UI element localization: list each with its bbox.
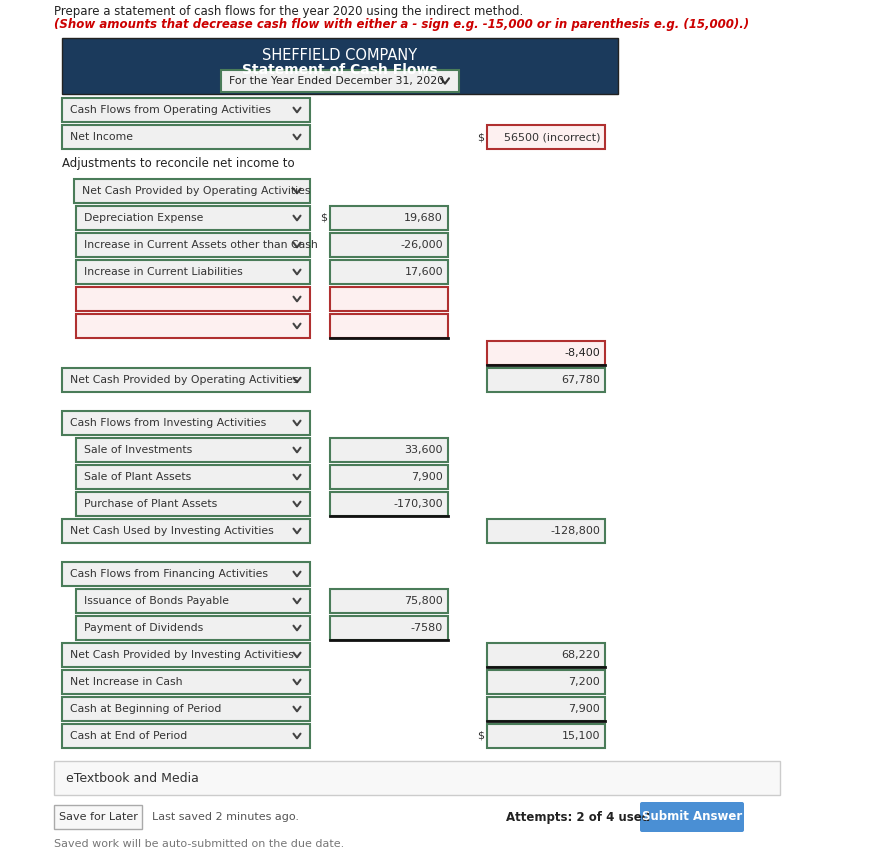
Bar <box>62 670 310 694</box>
Bar <box>487 125 605 149</box>
Bar <box>62 697 310 721</box>
Text: Net Increase in Cash: Net Increase in Cash <box>70 677 183 687</box>
Bar <box>221 70 459 92</box>
Text: Increase in Current Assets other than Cash: Increase in Current Assets other than Ca… <box>84 240 318 250</box>
Text: 19,680: 19,680 <box>404 213 443 223</box>
Bar <box>62 125 310 149</box>
Bar <box>487 670 605 694</box>
Bar <box>74 179 310 203</box>
Bar <box>330 260 448 284</box>
Bar <box>76 492 310 516</box>
Bar <box>330 287 448 311</box>
Text: Statement of Cash Flows: Statement of Cash Flows <box>242 63 438 77</box>
Bar <box>487 368 605 392</box>
Text: Saved work will be auto-submitted on the due date.: Saved work will be auto-submitted on the… <box>54 839 344 849</box>
Text: 75,800: 75,800 <box>404 596 443 606</box>
Text: 33,600: 33,600 <box>404 445 443 455</box>
Bar <box>330 314 448 338</box>
Bar <box>330 206 448 230</box>
Bar <box>62 724 310 748</box>
Bar <box>76 233 310 257</box>
Text: Cash at Beginning of Period: Cash at Beginning of Period <box>70 704 221 714</box>
Text: Cash Flows from Operating Activities: Cash Flows from Operating Activities <box>70 105 271 115</box>
FancyBboxPatch shape <box>640 802 744 832</box>
Bar <box>62 368 310 392</box>
Bar <box>330 492 448 516</box>
Bar <box>330 233 448 257</box>
Text: Net Cash Provided by Operating Activities: Net Cash Provided by Operating Activitie… <box>82 186 311 196</box>
Text: 17,600: 17,600 <box>404 267 443 277</box>
Text: Net Cash Provided by Operating Activities: Net Cash Provided by Operating Activitie… <box>70 375 298 385</box>
Bar <box>76 465 310 489</box>
Bar <box>76 314 310 338</box>
Text: For the Year Ended December 31, 2020: For the Year Ended December 31, 2020 <box>229 76 444 86</box>
Text: (Show amounts that decrease cash flow with either a - sign e.g. -15,000 or in pa: (Show amounts that decrease cash flow wi… <box>54 18 749 31</box>
Bar <box>330 616 448 640</box>
Text: Net Income: Net Income <box>70 132 133 142</box>
Bar <box>54 761 780 795</box>
Text: -170,300: -170,300 <box>393 499 443 509</box>
Text: Payment of Dividends: Payment of Dividends <box>84 623 203 633</box>
Bar <box>487 643 605 667</box>
Text: 56500 (incorrect): 56500 (incorrect) <box>504 132 600 142</box>
Bar <box>487 341 605 365</box>
Text: -128,800: -128,800 <box>550 526 600 536</box>
Text: Attempts: 2 of 4 used: Attempts: 2 of 4 used <box>506 810 650 824</box>
Text: Cash at End of Period: Cash at End of Period <box>70 731 187 741</box>
Text: 67,780: 67,780 <box>561 375 600 385</box>
Bar <box>330 589 448 613</box>
Text: Sale of Plant Assets: Sale of Plant Assets <box>84 472 191 482</box>
Text: $: $ <box>477 132 484 142</box>
Text: -8,400: -8,400 <box>564 348 600 358</box>
Bar <box>330 465 448 489</box>
Bar <box>76 589 310 613</box>
Bar <box>62 562 310 586</box>
Text: Issuance of Bonds Payable: Issuance of Bonds Payable <box>84 596 229 606</box>
Bar <box>76 206 310 230</box>
Text: Cash Flows from Financing Activities: Cash Flows from Financing Activities <box>70 569 268 579</box>
Text: -26,000: -26,000 <box>401 240 443 250</box>
Text: Last saved 2 minutes ago.: Last saved 2 minutes ago. <box>152 812 299 822</box>
Text: Net Cash Provided by Investing Activities: Net Cash Provided by Investing Activitie… <box>70 650 294 660</box>
Text: 7,200: 7,200 <box>568 677 600 687</box>
Text: Submit Answer: Submit Answer <box>642 810 742 824</box>
Bar <box>76 260 310 284</box>
Text: Purchase of Plant Assets: Purchase of Plant Assets <box>84 499 217 509</box>
Text: eTextbook and Media: eTextbook and Media <box>66 771 199 784</box>
Bar <box>76 438 310 462</box>
Text: SHEFFIELD COMPANY: SHEFFIELD COMPANY <box>263 48 418 63</box>
Text: Depreciation Expense: Depreciation Expense <box>84 213 203 223</box>
Bar <box>487 697 605 721</box>
Bar <box>62 643 310 667</box>
Text: 7,900: 7,900 <box>568 704 600 714</box>
Text: $: $ <box>477 731 484 741</box>
Bar <box>487 519 605 543</box>
Bar <box>62 411 310 435</box>
Text: Increase in Current Liabilities: Increase in Current Liabilities <box>84 267 243 277</box>
Text: Prepare a statement of cash flows for the year 2020 using the indirect method.: Prepare a statement of cash flows for th… <box>54 5 527 18</box>
Text: 15,100: 15,100 <box>562 731 600 741</box>
Bar <box>62 98 310 122</box>
Bar <box>54 805 142 829</box>
Bar <box>62 519 310 543</box>
Text: Net Cash Used by Investing Activities: Net Cash Used by Investing Activities <box>70 526 274 536</box>
Bar <box>76 616 310 640</box>
Bar <box>76 287 310 311</box>
Text: 68,220: 68,220 <box>561 650 600 660</box>
Text: Sale of Investments: Sale of Investments <box>84 445 193 455</box>
Text: $: $ <box>320 213 327 223</box>
Text: 7,900: 7,900 <box>411 472 443 482</box>
Text: Adjustments to reconcile net income to: Adjustments to reconcile net income to <box>62 157 295 170</box>
Text: -7580: -7580 <box>410 623 443 633</box>
Text: Cash Flows from Investing Activities: Cash Flows from Investing Activities <box>70 418 266 428</box>
Text: Save for Later: Save for Later <box>58 812 137 822</box>
Bar <box>62 38 618 94</box>
Bar <box>487 724 605 748</box>
Bar <box>330 438 448 462</box>
